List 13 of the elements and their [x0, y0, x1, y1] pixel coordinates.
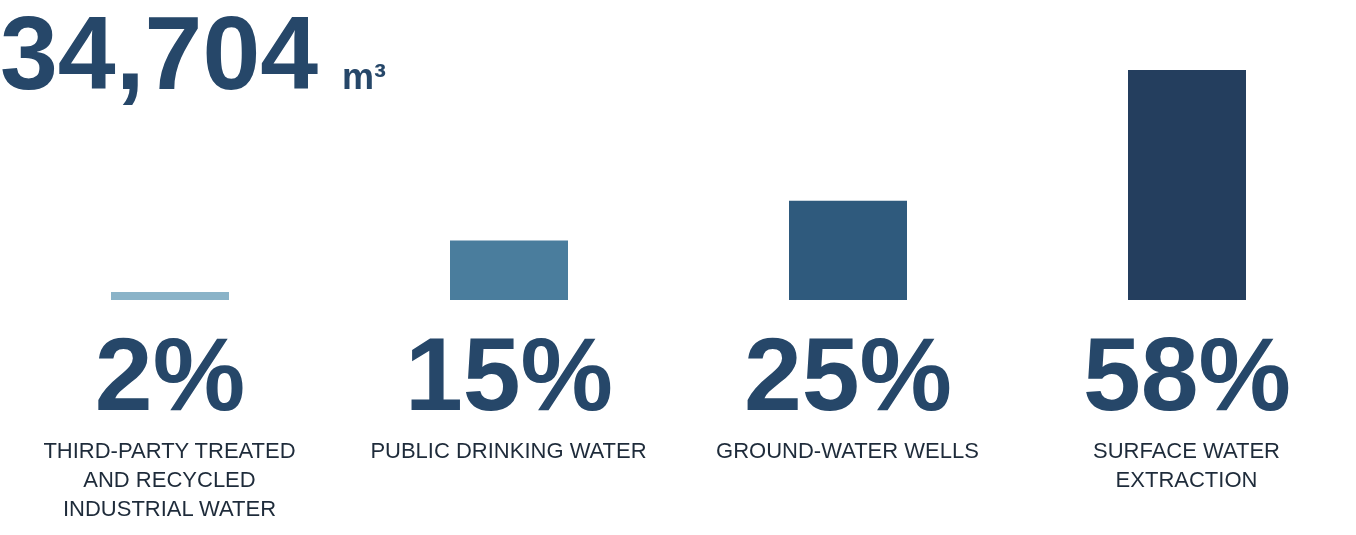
bar: [1128, 70, 1246, 300]
x-tick-label: GROUND-WATER WELLS: [716, 438, 979, 463]
bar: [789, 200, 907, 300]
data-label: 58%: [1082, 316, 1292, 432]
data-label: 2%: [94, 316, 246, 432]
chart-title: 34,704 m³: [0, 0, 387, 111]
x-tick-label: PUBLIC DRINKING WATER: [370, 438, 647, 463]
data-label: 25%: [743, 316, 953, 432]
data-label: 15%: [404, 316, 614, 432]
bar: [111, 292, 229, 300]
x-tick-label: SURFACE WATER EXTRACTION: [1092, 438, 1281, 492]
x-tick-label: THIRD-PARTY TREATED AND RECYCLED INDUSTRIAL WATER: [43, 438, 296, 521]
bar: [450, 240, 568, 300]
